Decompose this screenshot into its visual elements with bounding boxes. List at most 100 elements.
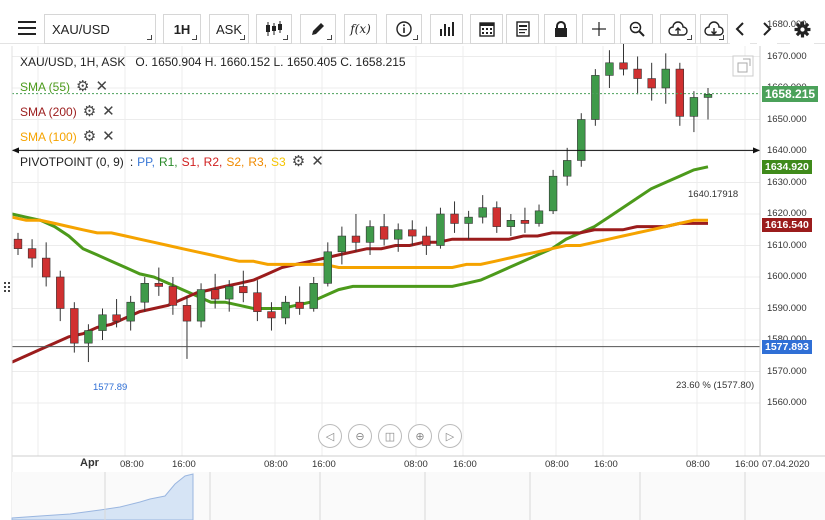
- candle-body[interactable]: [379, 226, 389, 240]
- report-button[interactable]: [506, 14, 539, 44]
- indicator-row[interactable]: PIVOTPOINT (0, 9): PP, R1, S1, R2, S2, R3, S3 ⚙ ✕: [20, 154, 324, 169]
- pivot-label: R1,: [158, 154, 178, 169]
- candle-body[interactable]: [506, 220, 516, 227]
- indicators-button[interactable]: f(x): [344, 14, 377, 44]
- maximize-icon[interactable]: [732, 55, 754, 77]
- candle-body[interactable]: [98, 314, 107, 331]
- candle-body[interactable]: [703, 93, 713, 98]
- candle-body[interactable]: [56, 276, 65, 309]
- candle-body[interactable]: [323, 251, 332, 284]
- crosshair-button[interactable]: [582, 14, 615, 44]
- candle-body[interactable]: [281, 301, 290, 319]
- settings-gear-icon[interactable]: ⚙: [291, 153, 306, 170]
- candle-body[interactable]: [534, 210, 544, 224]
- settings-gear-icon[interactable]: ⚙: [76, 78, 90, 95]
- candle-body[interactable]: [492, 207, 501, 227]
- candle-body[interactable]: [154, 283, 163, 287]
- close-icon[interactable]: ✕: [102, 128, 115, 145]
- candle-body[interactable]: [41, 257, 51, 278]
- candle-body[interactable]: [619, 62, 628, 70]
- candle-body[interactable]: [450, 213, 459, 224]
- candle-body[interactable]: [394, 229, 403, 240]
- candle-body[interactable]: [140, 283, 149, 303]
- candle-body[interactable]: [225, 286, 234, 300]
- close-icon[interactable]: ✕: [95, 78, 109, 95]
- candle-body[interactable]: [647, 78, 656, 89]
- candle-body[interactable]: [84, 330, 93, 344]
- price-side-label: ASK: [215, 21, 242, 37]
- candle-body[interactable]: [408, 229, 417, 237]
- fib-label: 23.60 % (1577.80): [676, 380, 755, 391]
- candle-body[interactable]: [422, 235, 431, 246]
- candle-body[interactable]: [478, 207, 487, 218]
- download-button[interactable]: [700, 14, 728, 44]
- candle-body[interactable]: [27, 248, 37, 259]
- crosshair-icon: [591, 22, 606, 36]
- candle-body[interactable]: [267, 311, 276, 319]
- zoom-out-button[interactable]: ⊖: [348, 424, 372, 448]
- candle-body[interactable]: [548, 175, 558, 212]
- calendar-button[interactable]: [470, 14, 503, 44]
- reset-zoom-button[interactable]: ◫: [378, 424, 402, 448]
- candle-body[interactable]: [210, 289, 220, 300]
- candle-body[interactable]: [464, 216, 473, 224]
- chart-type-button[interactable]: [256, 14, 292, 44]
- candle-body[interactable]: [309, 283, 318, 309]
- draw-button[interactable]: [300, 14, 336, 44]
- timeframe-selector[interactable]: 1H: [163, 14, 201, 44]
- candles-icon: [266, 21, 282, 36]
- zoom-button[interactable]: [620, 14, 653, 44]
- zoom-in-button[interactable]: ⊕: [408, 424, 432, 448]
- price-tick: 1620.000: [767, 208, 807, 219]
- time-tick: 08:00: [404, 459, 428, 470]
- indicator-row[interactable]: SMA (200) ⚙ ✕: [20, 104, 115, 119]
- price-side-selector[interactable]: ASK: [209, 14, 249, 44]
- candle-body[interactable]: [70, 308, 79, 344]
- menu-button[interactable]: [12, 13, 42, 43]
- symbol-selector[interactable]: XAU/USD: [44, 14, 156, 44]
- indicator-row[interactable]: SMA (55) ⚙ ✕: [20, 79, 108, 94]
- candle-body[interactable]: [605, 62, 614, 76]
- candle-body[interactable]: [337, 235, 347, 253]
- candle-body[interactable]: [633, 68, 642, 79]
- arrow-right-icon: [753, 147, 760, 154]
- candle-body[interactable]: [239, 286, 248, 294]
- candle-body[interactable]: [577, 119, 586, 161]
- chart-canvas[interactable]: [0, 44, 825, 520]
- close-icon[interactable]: ✕: [311, 153, 324, 170]
- candle-body[interactable]: [295, 301, 304, 309]
- volume-button[interactable]: [430, 14, 463, 44]
- candle-body[interactable]: [436, 213, 445, 246]
- candle-body[interactable]: [351, 235, 361, 243]
- candle-body[interactable]: [661, 68, 670, 89]
- candle-body[interactable]: [591, 75, 600, 120]
- indicator-row[interactable]: SMA (100) ⚙ ✕: [20, 129, 115, 144]
- candle-body[interactable]: [365, 226, 375, 243]
- settings-button[interactable]: [790, 14, 814, 44]
- candle-body[interactable]: [563, 160, 572, 177]
- candle-body[interactable]: [675, 68, 685, 117]
- settings-gear-icon[interactable]: ⚙: [82, 128, 97, 145]
- time-tick: 07.04.2020: [762, 459, 810, 470]
- scroll-right-button[interactable]: [757, 14, 777, 44]
- candle-body[interactable]: [520, 220, 530, 224]
- candle-body[interactable]: [689, 97, 699, 117]
- candle-body[interactable]: [182, 305, 192, 322]
- candle-body[interactable]: [13, 238, 23, 249]
- candle-body[interactable]: [196, 289, 206, 322]
- candle-body[interactable]: [112, 314, 121, 322]
- pan-left-button[interactable]: ◁: [318, 424, 342, 448]
- upload-button[interactable]: [660, 14, 696, 44]
- drag-handle[interactable]: [4, 282, 10, 292]
- scroll-left-button[interactable]: [730, 14, 750, 44]
- info-button[interactable]: [386, 14, 422, 44]
- lock-button[interactable]: [544, 14, 577, 44]
- candle-body[interactable]: [253, 292, 262, 312]
- pan-right-button[interactable]: ▷: [438, 424, 462, 448]
- candle-body[interactable]: [126, 301, 135, 322]
- settings-gear-icon[interactable]: ⚙: [82, 103, 97, 120]
- info-icon: [396, 21, 412, 37]
- close-icon[interactable]: ✕: [102, 103, 115, 120]
- candle-body[interactable]: [168, 286, 178, 306]
- dropdown-corner-icon: [413, 35, 418, 40]
